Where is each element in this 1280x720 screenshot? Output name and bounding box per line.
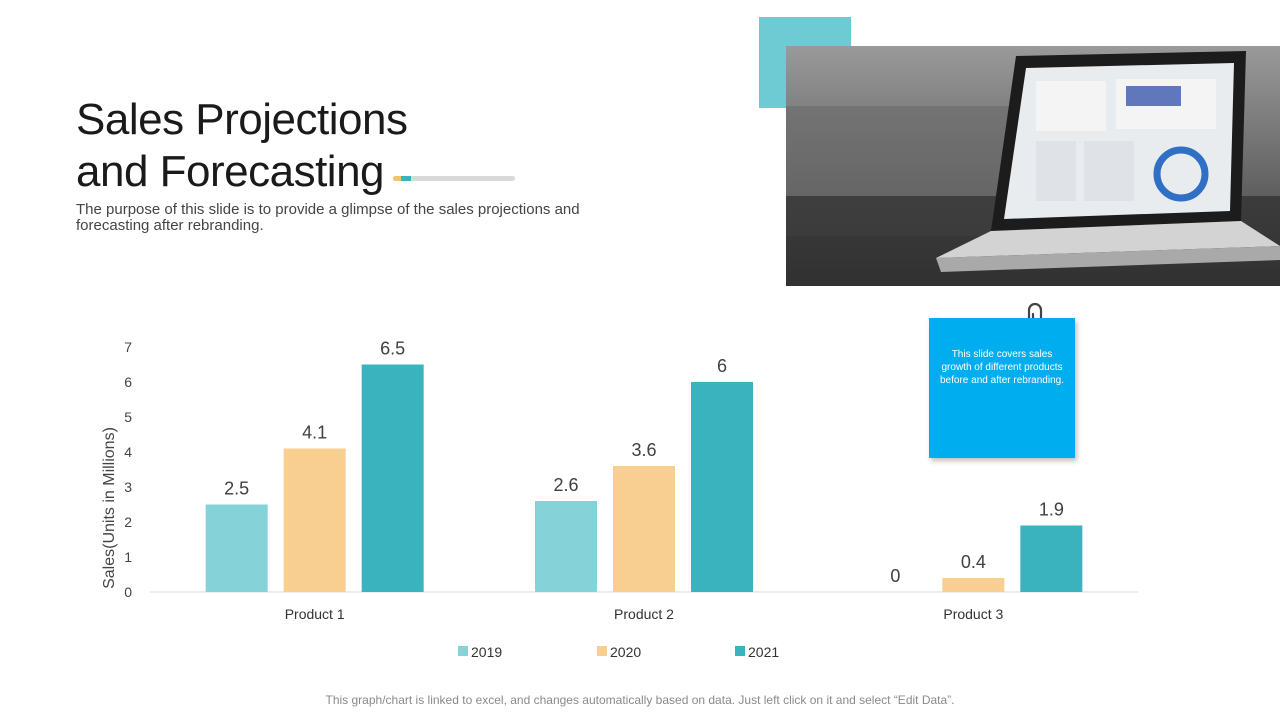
category-label: Product 1 xyxy=(285,606,345,622)
data-label: 1.9 xyxy=(1039,500,1064,520)
y-axis-label: Sales(Units in Millions) xyxy=(101,427,118,589)
bar xyxy=(613,466,675,592)
y-tick-label: 7 xyxy=(124,339,132,355)
laptop-photo xyxy=(786,46,1280,286)
data-label: 2.5 xyxy=(224,479,249,499)
slide-title: Sales Projections and Forecasting xyxy=(76,94,408,198)
slide-title-line-2: and Forecasting xyxy=(76,147,385,196)
category-label: Product 2 xyxy=(614,606,674,622)
bar xyxy=(535,501,597,592)
data-label: 0 xyxy=(890,566,900,586)
y-tick-label: 0 xyxy=(124,584,132,600)
data-label: 6 xyxy=(717,356,727,376)
y-tick-label: 3 xyxy=(124,479,132,495)
bar xyxy=(361,364,424,592)
footer-note: This graph/chart is linked to excel, and… xyxy=(325,693,955,707)
y-tick-label: 2 xyxy=(124,514,132,530)
legend-swatch xyxy=(735,646,745,656)
legend-label: 2020 xyxy=(610,644,641,660)
bar xyxy=(1020,525,1083,592)
legend-swatch xyxy=(458,646,468,656)
category-label: Product 3 xyxy=(943,606,1003,622)
title-accent-bar xyxy=(393,176,515,181)
data-label: 6.5 xyxy=(380,339,405,359)
data-label: 0.4 xyxy=(961,552,986,572)
bar xyxy=(205,504,268,592)
slide-title-line-1: Sales Projections xyxy=(76,95,408,144)
y-tick-label: 1 xyxy=(124,549,132,565)
data-label: 2.6 xyxy=(553,475,578,495)
y-tick-label: 5 xyxy=(124,409,132,425)
data-label: 3.6 xyxy=(631,440,656,460)
sticky-note-text: This slide covers sales growth of differ… xyxy=(940,349,1064,386)
bar xyxy=(942,578,1005,592)
data-label: 4.1 xyxy=(302,423,327,443)
slide-subtitle: The purpose of this slide is to provide … xyxy=(76,201,580,234)
bar xyxy=(691,382,753,592)
y-tick-label: 6 xyxy=(124,374,132,390)
legend-label: 2021 xyxy=(748,644,779,660)
legend-label: 2019 xyxy=(471,644,502,660)
sticky-note: This slide covers sales growth of differ… xyxy=(929,318,1075,458)
legend-swatch xyxy=(597,646,607,656)
y-tick-label: 4 xyxy=(124,444,132,460)
bar xyxy=(283,448,346,592)
